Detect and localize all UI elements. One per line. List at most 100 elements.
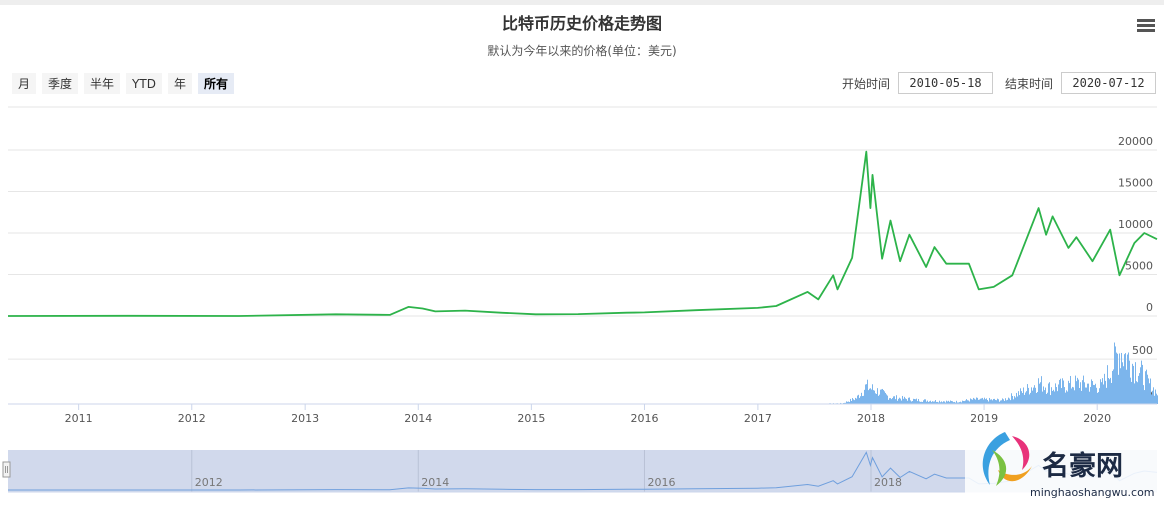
volume-bar	[943, 401, 944, 404]
volume-bar	[957, 402, 958, 404]
volume-bar	[921, 401, 922, 404]
volume-bar	[1089, 391, 1090, 404]
start-date-label: 开始时间	[841, 76, 890, 91]
range-button-ytd[interactable]: YTD	[126, 73, 162, 94]
navigator-tick-label: 2018	[874, 476, 902, 489]
volume-bar	[1029, 394, 1030, 404]
volume-bar	[967, 400, 968, 404]
volume-bar	[1102, 378, 1103, 404]
volume-bar	[856, 398, 857, 404]
volume-bar	[949, 401, 950, 404]
volume-bar	[845, 402, 846, 404]
volume-bar	[1132, 363, 1133, 404]
volume-bar	[1086, 387, 1087, 404]
watermark-leaf-blue	[982, 432, 1010, 485]
volume-bar	[891, 399, 892, 404]
volume-bar	[903, 398, 904, 404]
volume-bar	[1056, 387, 1057, 404]
volume-bar	[985, 399, 986, 404]
volume-bar	[1139, 373, 1140, 404]
volume-bar	[1144, 390, 1145, 404]
volume-bar	[1036, 392, 1037, 404]
volume-bar	[1101, 382, 1102, 404]
volume-bar	[1057, 391, 1058, 404]
context-menu-icon[interactable]	[1137, 19, 1155, 33]
volume-bar	[1130, 377, 1131, 404]
volume-bar	[1108, 378, 1109, 404]
volume-bar	[1109, 379, 1110, 404]
volume-bar	[848, 401, 849, 404]
volume-bar	[1051, 387, 1052, 404]
volume-bar	[919, 401, 920, 404]
volume-bar	[1064, 387, 1065, 404]
volume-bar	[892, 398, 893, 404]
volume-bar	[877, 388, 878, 404]
start-date-input[interactable]	[897, 72, 993, 94]
range-button-month[interactable]: 月	[12, 73, 37, 94]
navigator-left-handle[interactable]	[2, 461, 11, 478]
volume-bar	[1062, 378, 1063, 404]
volume-bar	[945, 402, 946, 404]
volume-bar	[926, 401, 927, 404]
volume-bar	[1059, 379, 1060, 404]
volume-bar	[1129, 360, 1130, 404]
volume-bar	[1061, 388, 1062, 404]
volume-bar	[1149, 383, 1150, 404]
volume-bar	[846, 401, 847, 404]
volume-bar	[1156, 393, 1157, 404]
watermark-leaf-green	[992, 450, 1007, 486]
volume-bar	[1027, 384, 1028, 404]
volume-bar	[1153, 387, 1154, 404]
range-button-year[interactable]: 年	[167, 73, 192, 94]
volume-bar	[1138, 375, 1139, 404]
volume-bar	[1099, 388, 1100, 404]
volume-bar	[994, 398, 995, 404]
volume-bar	[1140, 367, 1141, 404]
volume-bar	[991, 399, 992, 404]
volume-bar	[965, 400, 966, 404]
volume-bar	[869, 388, 870, 404]
volume-bar	[859, 397, 860, 404]
volume-bar	[871, 389, 872, 404]
volume-bar	[895, 399, 896, 404]
volume-bar	[1117, 353, 1118, 404]
volume-bar	[1044, 390, 1045, 404]
volume-bar	[862, 396, 863, 404]
volume-bar	[997, 398, 998, 404]
range-button-all[interactable]: 所有	[197, 73, 234, 94]
volume-bar	[990, 399, 991, 404]
volume-bar	[872, 384, 873, 404]
volume-bar	[1134, 383, 1135, 404]
volume-bar	[1016, 392, 1017, 404]
volume-bar	[905, 398, 906, 404]
volume-bar	[1143, 385, 1144, 404]
volume-bar	[1135, 362, 1136, 404]
volume-bar	[1150, 378, 1151, 404]
volume-bar	[867, 379, 868, 404]
volume-bar	[1038, 378, 1039, 404]
end-date-input[interactable]	[1061, 72, 1156, 94]
volume-bar	[964, 401, 965, 404]
volume-bar	[1034, 385, 1035, 404]
volume-bar	[1093, 384, 1094, 404]
volume-bar	[1043, 386, 1044, 404]
volume-bar	[1072, 386, 1073, 404]
volume-bar	[1114, 342, 1115, 404]
volume-bar	[1045, 387, 1046, 404]
price-series-line	[7, 150, 1158, 317]
volume-bar	[980, 398, 981, 404]
volume-bar	[857, 395, 858, 404]
range-button-quarter[interactable]: 季度	[42, 73, 79, 94]
volume-bar	[1152, 390, 1153, 404]
volume-tick-label: 500	[1132, 344, 1153, 357]
volume-bar	[1136, 381, 1137, 404]
volume-bar	[969, 401, 970, 404]
range-button-half-year[interactable]: 半年	[84, 73, 121, 94]
x-tick-label: 2012	[178, 412, 206, 425]
volume-bar	[1008, 397, 1009, 404]
volume-bar	[914, 398, 915, 404]
volume-bar	[1137, 382, 1138, 404]
volume-bar	[925, 399, 926, 404]
volume-bar	[924, 399, 925, 404]
volume-bar	[912, 401, 913, 404]
